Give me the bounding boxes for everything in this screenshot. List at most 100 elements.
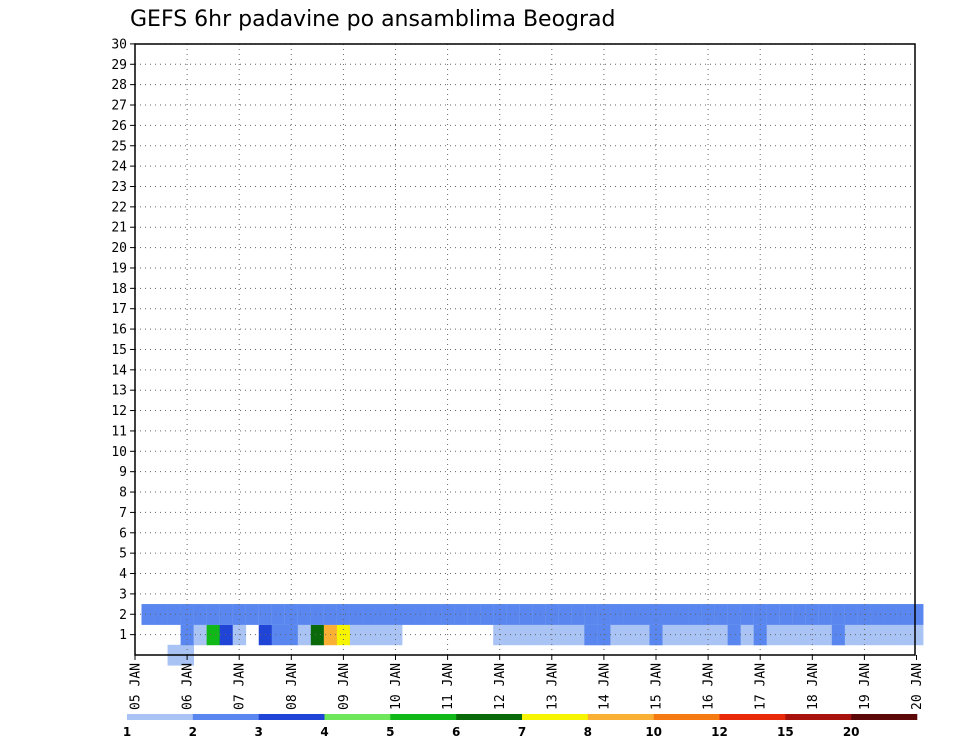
colorbar-swatch [785,714,852,720]
heatmap-cell [740,604,755,625]
heatmap-cells [141,604,924,666]
heatmap-cell [636,604,650,625]
x-tick-label: 19 JAN [858,663,873,710]
y-tick-label: 8 [119,486,127,501]
y-tick-label: 24 [111,160,127,175]
heatmap-cell [844,604,859,625]
y-tick-label: 22 [111,200,127,215]
heatmap-cell [584,624,598,646]
heatmap-cell [310,604,325,625]
x-tick-label: 13 JAN [545,663,560,710]
x-tick-label: 10 JAN [389,663,404,710]
colorbar-label: 8 [584,725,592,739]
y-tick-label: 7 [119,506,127,521]
heatmap-cell [349,624,364,646]
heatmap-cell [415,604,429,625]
x-tick-label: 05 JAN [129,663,144,710]
y-tick-label: 6 [119,526,127,541]
colorbar-label: 1 [123,725,131,739]
y-tick-label: 2 [119,608,127,623]
heatmap-cell [480,604,494,625]
heatmap-cell [870,604,885,625]
heatmap-cell [636,624,650,646]
y-tick-label: 18 [111,282,127,297]
heatmap-cell [896,624,911,646]
y-tick-label: 4 [119,567,127,582]
heatmap-cell [831,624,846,646]
y-tick-label: 5 [119,547,127,562]
heatmap-cell [362,604,377,625]
colorbar-swatch [719,714,786,720]
y-tick-label: 9 [119,465,127,480]
heatmap-cell [206,604,221,625]
y-tick-label: 13 [111,384,127,399]
heatmap-cell [310,624,325,646]
heatmap-cell [610,624,624,646]
heatmap-cell [506,604,520,625]
colorbar-swatch [127,714,194,720]
heatmap-cell [896,604,911,625]
x-axis-ticks: 05 JAN 06 JAN 07 JAN 08 JAN 09 JAN 10 JAN 11 J… [129,655,925,710]
heatmap-cell [402,604,416,625]
heatmap-cell [714,624,729,646]
heatmap-cell [714,604,729,625]
colorbar: 1 2 3 4 5 6 7 8 10 12 15 20 [123,714,918,739]
heatmap-cell [297,624,312,646]
heatmap-cell [831,604,846,625]
y-tick-label: 26 [111,119,127,134]
chart-title: GEFS 6hr padavine po ansamblima Beograd [130,7,616,32]
colorbar-label: 15 [777,725,794,739]
y-tick-label: 29 [111,58,127,73]
heatmap-cell [375,624,390,646]
colorbar-swatch [192,714,259,720]
heatmap-cell [779,624,794,646]
heatmap-cell [662,604,676,625]
y-tick-label: 27 [111,99,127,114]
x-tick-label: 09 JAN [337,663,352,710]
x-tick-label: 07 JAN [233,663,248,710]
colorbar-label: 12 [711,725,728,739]
heatmap-cell [245,604,260,625]
heatmap-cell [571,604,585,625]
colorbar-swatch [587,714,654,720]
x-tick-label: 20 JAN [910,663,925,710]
heatmap-cell [506,624,520,646]
heatmap-cell [532,624,546,646]
heatmap-cell [428,604,442,625]
heatmap-cell [610,604,624,625]
heatmap-cell [727,604,742,625]
colorbar-label: 3 [254,725,262,739]
colorbar-swatch [258,714,325,720]
y-tick-label: 23 [111,180,127,195]
heatmap-cell [792,624,807,646]
y-tick-label: 16 [111,323,127,338]
heatmap-cell [219,604,234,625]
y-tick-label: 19 [111,261,127,276]
y-tick-label: 11 [111,424,127,439]
heatmap-cell [740,624,755,646]
y-axis-ticks: 1234567891011121314151617181920212223242… [111,37,135,643]
heatmap-cell [870,624,885,646]
y-tick-label: 28 [111,78,127,93]
x-tick-label: 12 JAN [493,663,508,710]
heatmap-cell [909,604,924,625]
x-tick-label: 11 JAN [441,663,456,710]
y-tick-label: 21 [111,221,127,236]
heatmap-cell [467,604,481,625]
heatmap-cell [909,624,924,646]
x-tick-label: 15 JAN [650,663,665,710]
y-tick-label: 30 [111,37,127,52]
heatmap-cell [571,624,585,646]
colorbar-label: 5 [386,725,394,739]
grid-lines [135,43,915,655]
y-tick-label: 10 [111,445,127,460]
heatmap-cell [675,624,689,646]
y-tick-label: 25 [111,139,127,154]
colorbar-swatch [851,714,918,720]
x-tick-label: 14 JAN [597,663,612,710]
heatmap-cell [271,604,286,625]
y-tick-label: 15 [111,343,127,358]
heatmap-cell [844,624,859,646]
colorbar-swatch [390,714,457,720]
